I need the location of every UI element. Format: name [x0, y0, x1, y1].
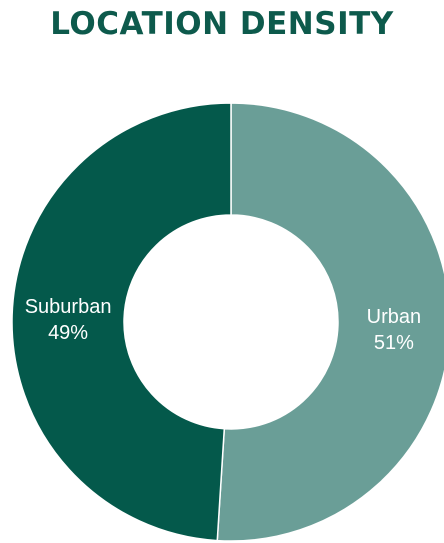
slice-urban [216, 102, 444, 542]
chart-title: LOCATION DENSITY [50, 6, 394, 42]
slice-value-suburban: 49% [48, 322, 88, 344]
slice-labels: Urban 51% Suburban 49% [25, 296, 421, 354]
donut-slices [11, 102, 444, 542]
slice-label-suburban: Suburban [25, 296, 112, 318]
slice-label-urban: Urban [367, 306, 421, 328]
slice-suburban [11, 102, 232, 542]
slice-value-urban: 51% [374, 332, 414, 354]
